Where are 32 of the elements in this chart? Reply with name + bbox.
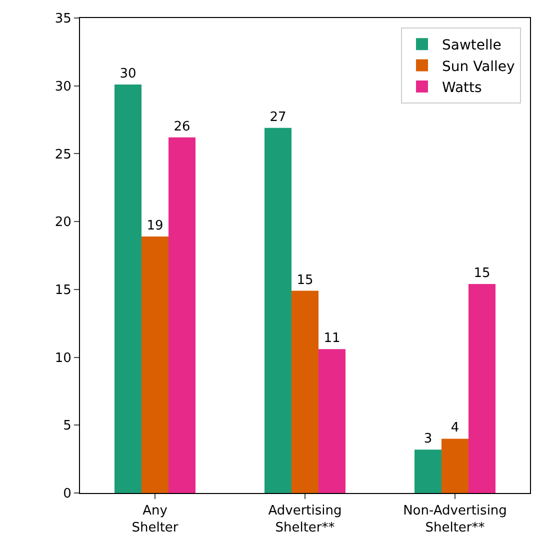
y-tick-label: 30 <box>54 79 72 94</box>
bar <box>468 284 496 493</box>
data-label: 15 <box>474 266 490 281</box>
y-tick-label: 35 <box>54 12 72 27</box>
x-tick-label: Advertising Shelter** <box>268 504 342 536</box>
bar <box>292 290 318 493</box>
legend-label: Watts <box>442 80 482 96</box>
bar <box>414 450 442 493</box>
y-tick-label: 25 <box>54 147 72 162</box>
legend-label: Sun Valley <box>442 58 515 75</box>
y-tick-label: 10 <box>54 350 72 366</box>
bar <box>168 137 196 493</box>
data-label: 30 <box>120 66 136 82</box>
data-label: 26 <box>174 119 190 134</box>
bar <box>114 84 142 493</box>
data-label: 27 <box>270 110 286 125</box>
bar <box>142 236 168 493</box>
y-tick-label: 20 <box>54 215 72 230</box>
x-tick-label: Any Shelter <box>132 504 179 536</box>
bar <box>442 438 468 493</box>
data-label: 19 <box>146 218 164 234</box>
legend-label: Sawtelle <box>442 38 502 54</box>
data-label: 4 <box>450 420 460 436</box>
y-tick-label: 0 <box>63 486 72 502</box>
data-label: 11 <box>324 331 340 346</box>
bar <box>318 349 346 493</box>
x-tick-label: Non-Advertising Shelter** <box>403 504 507 536</box>
data-label: 3 <box>424 432 432 447</box>
bar <box>264 128 292 493</box>
data-label: 15 <box>296 272 314 288</box>
y-tick-label: 5 <box>63 418 72 434</box>
y-tick-label: 15 <box>54 282 72 298</box>
